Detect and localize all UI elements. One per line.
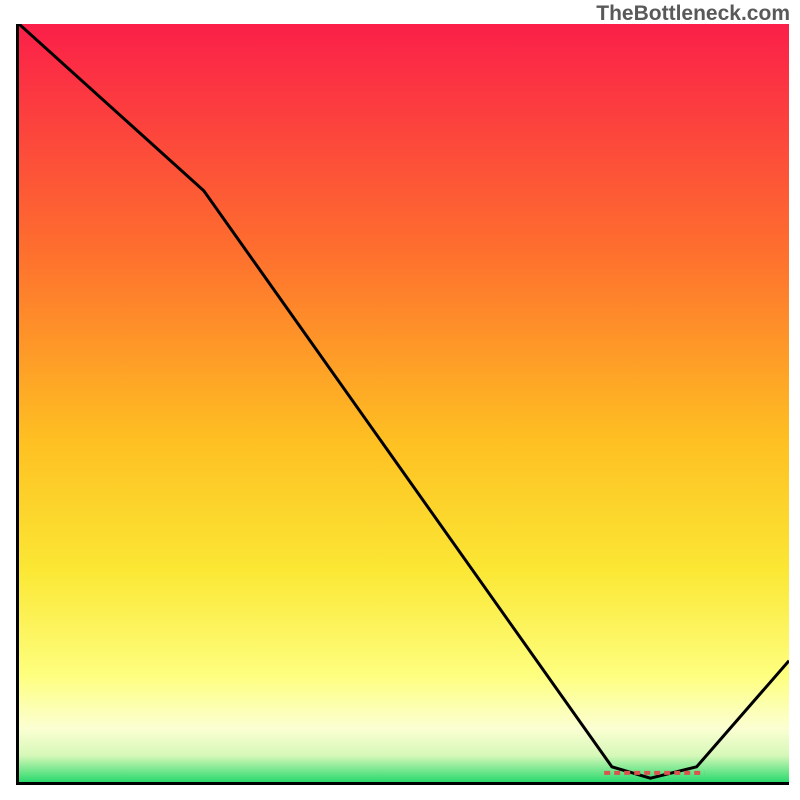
watermark-text: TheBottleneck.com	[596, 2, 790, 26]
bottleneck-curve	[19, 24, 789, 778]
chart-container: TheBottleneck.com	[0, 0, 800, 800]
plot-area	[16, 24, 789, 785]
curve-layer	[19, 24, 789, 782]
